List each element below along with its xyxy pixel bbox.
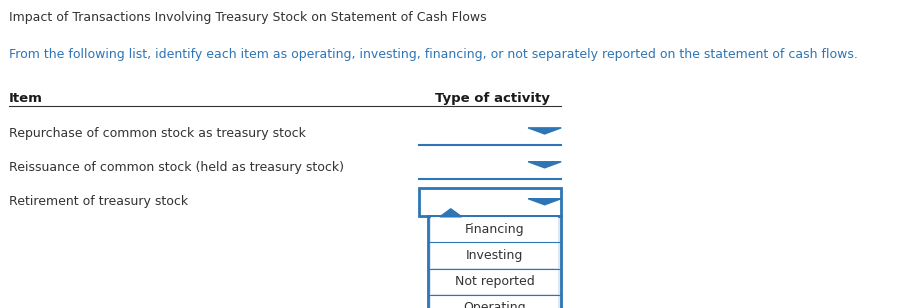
Text: Type of activity: Type of activity <box>435 92 549 105</box>
Bar <box>430 217 558 242</box>
Polygon shape <box>528 199 561 205</box>
Bar <box>430 270 558 294</box>
Bar <box>427 216 561 308</box>
Text: Repurchase of common stock as treasury stock: Repurchase of common stock as treasury s… <box>9 128 306 140</box>
Polygon shape <box>439 209 461 217</box>
Text: From the following list, identify each item as operating, investing, financing, : From the following list, identify each i… <box>9 48 857 61</box>
Polygon shape <box>528 128 561 134</box>
Text: Financing: Financing <box>464 223 524 236</box>
Text: Investing: Investing <box>465 249 523 262</box>
Text: Impact of Transactions Involving Treasury Stock on Statement of Cash Flows: Impact of Transactions Involving Treasur… <box>9 11 486 24</box>
Polygon shape <box>528 162 561 168</box>
Text: Retirement of treasury stock: Retirement of treasury stock <box>9 195 188 208</box>
Text: Item: Item <box>9 92 43 105</box>
Text: Not reported: Not reported <box>454 275 534 288</box>
Text: Operating: Operating <box>462 301 526 308</box>
Bar <box>430 243 558 268</box>
Bar <box>418 188 561 216</box>
Text: Reissuance of common stock (held as treasury stock): Reissuance of common stock (held as trea… <box>9 161 344 174</box>
Bar <box>430 296 558 308</box>
